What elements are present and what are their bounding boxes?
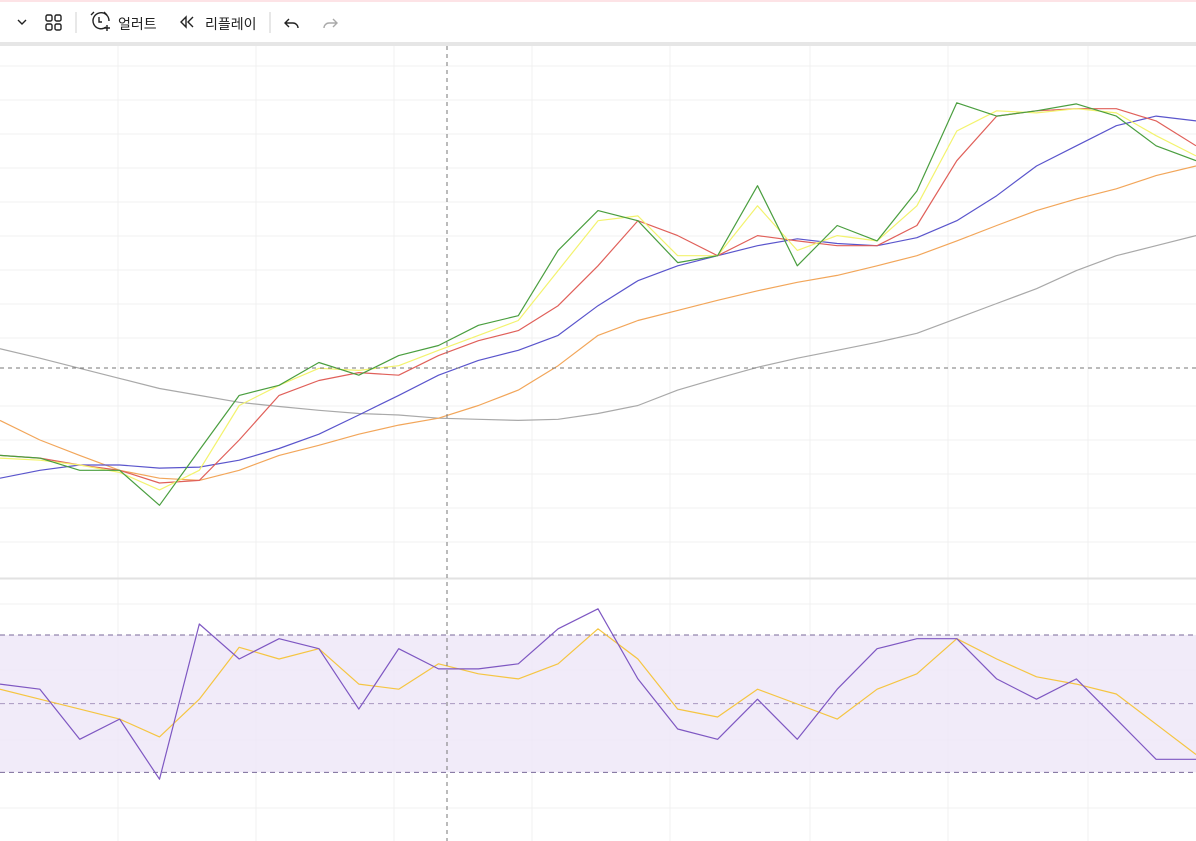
toolbar: 얼러트 리플레이: [0, 0, 1196, 42]
series-line: [0, 108, 1196, 491]
chevron-icon[interactable]: [17, 19, 27, 25]
alert-icon[interactable]: [90, 11, 110, 31]
series-line: [0, 235, 1196, 421]
series-line: [0, 102, 1196, 506]
series-line: [0, 165, 1196, 481]
replay-button[interactable]: 리플레이: [205, 17, 257, 33]
series-line: [0, 628, 1196, 755]
plots: [0, 102, 1196, 780]
undo-icon[interactable]: [284, 18, 299, 29]
replay-icon[interactable]: [180, 15, 194, 29]
series-line: [0, 115, 1196, 479]
alert-button[interactable]: 얼러트: [118, 17, 157, 33]
series-line: [0, 608, 1196, 780]
toolbar-divider: [0, 42, 1196, 46]
layout-icon[interactable]: [45, 14, 62, 31]
redo-icon[interactable]: [323, 18, 338, 29]
toolbar-icons: [17, 11, 338, 33]
